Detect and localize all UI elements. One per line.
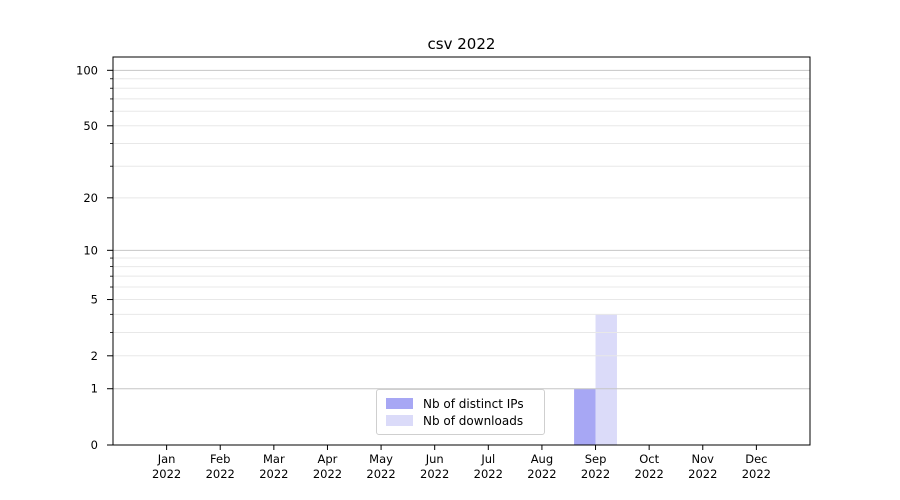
bar: [595, 314, 617, 445]
x-tick-label-month: Oct: [639, 452, 659, 466]
x-tick-label-month: Dec: [745, 452, 767, 466]
plot-border: [112, 56, 811, 446]
x-tick-label-year: 2022: [366, 467, 395, 481]
x-tick-label-month: Sep: [585, 452, 607, 466]
y-tick-label: 2: [91, 349, 98, 363]
x-tick-label-year: 2022: [313, 467, 342, 481]
x-tick-label-month: Nov: [692, 452, 715, 466]
x-tick-label-month: Jun: [425, 452, 444, 466]
x-tick-label-month: May: [369, 452, 393, 466]
chart-title: csv 2022: [427, 35, 496, 53]
x-tick-label-year: 2022: [742, 467, 771, 481]
x-tick-label-year: 2022: [420, 467, 449, 481]
y-tick-label: 1: [91, 382, 98, 396]
x-tick-label-month: Jul: [480, 452, 495, 466]
bar: [574, 388, 596, 445]
legend-swatch-distinct-ips: [386, 398, 413, 409]
y-tick-label: 100: [76, 63, 98, 77]
y-tick-label: 5: [91, 293, 98, 307]
x-tick-label-year: 2022: [635, 467, 664, 481]
legend-item-downloads: Nb of downloads: [386, 413, 534, 428]
y-tick-label: 50: [83, 119, 98, 133]
y-tick-label: 0: [91, 438, 98, 452]
x-tick-label-year: 2022: [688, 467, 717, 481]
x-tick-label-month: Mar: [263, 452, 285, 466]
x-tick-label-year: 2022: [527, 467, 556, 481]
x-tick-label-year: 2022: [259, 467, 288, 481]
x-tick-label-year: 2022: [152, 467, 181, 481]
legend-item-distinct-ips: Nb of distinct IPs: [386, 396, 534, 411]
legend-label-distinct-ips: Nb of distinct IPs: [423, 396, 524, 411]
x-tick-label-year: 2022: [474, 467, 503, 481]
x-tick-label-month: Apr: [318, 452, 338, 466]
y-tick-label: 10: [83, 243, 98, 257]
legend: Nb of distinct IPs Nb of downloads: [376, 389, 545, 435]
x-tick-label-month: Jan: [157, 452, 176, 466]
x-tick-label-month: Aug: [531, 452, 553, 466]
x-tick-label-month: Feb: [210, 452, 230, 466]
legend-swatch-downloads: [386, 415, 413, 426]
y-tick-label: 20: [83, 191, 98, 205]
x-tick-label-year: 2022: [581, 467, 610, 481]
legend-label-downloads: Nb of downloads: [423, 413, 524, 428]
x-tick-label-year: 2022: [206, 467, 235, 481]
